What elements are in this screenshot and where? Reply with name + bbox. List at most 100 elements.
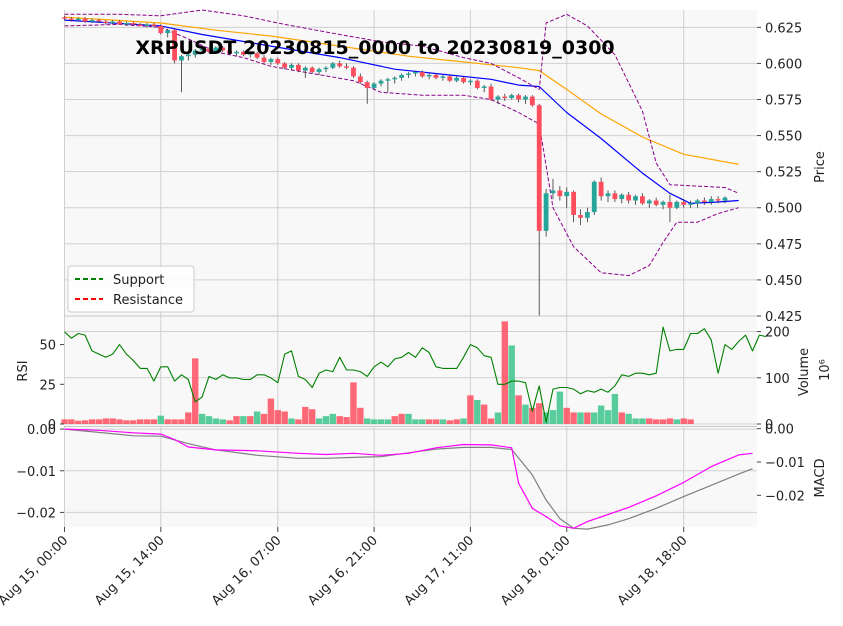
time-tick-label: Aug 17, 11:00: [402, 533, 478, 609]
candle-body: [412, 72, 418, 74]
candle-body: [213, 47, 219, 52]
volume-bar: [625, 413, 632, 424]
candle-body: [378, 80, 384, 84]
volume-bar: [494, 412, 502, 424]
volume-bar: [646, 418, 653, 424]
volume-bar: [329, 413, 337, 424]
candle-body: [296, 64, 301, 71]
volume-bar: [205, 416, 213, 424]
volume-panel: [61, 321, 694, 424]
time-tick-label: Aug 18, 18:00: [615, 533, 691, 609]
volume-bar: [178, 419, 185, 424]
macd-right-tick-label: −0.01: [765, 456, 805, 471]
volume-bar: [480, 404, 488, 424]
volume-bar: [529, 407, 536, 424]
candle-body: [371, 83, 377, 88]
volume-bar: [419, 419, 426, 424]
price-tick-label: 0.625: [765, 21, 802, 36]
volume-bar: [597, 405, 605, 424]
rsi-tick-label: 50: [39, 339, 56, 354]
volume-bar: [130, 420, 137, 424]
fast-moving-average-line: [64, 19, 739, 204]
volume-bar: [68, 419, 75, 424]
candle-body: [144, 24, 150, 26]
candle-body: [110, 21, 116, 23]
candle-body: [62, 17, 67, 19]
candle-body: [474, 80, 480, 88]
volume-bar: [61, 419, 68, 424]
legend-box: [67, 265, 195, 313]
volume-bar: [136, 419, 144, 424]
volume-bar: [515, 395, 522, 424]
volume-bar: [687, 419, 694, 424]
volume-bar: [295, 419, 302, 424]
volume-tick-label: 0: [765, 418, 773, 433]
candle-body: [550, 190, 556, 194]
candle-body: [495, 96, 501, 100]
volume-bar: [412, 419, 419, 424]
volume-bar: [247, 416, 254, 424]
candle-body: [75, 18, 81, 21]
volume-bar: [102, 418, 109, 424]
candle-body: [254, 53, 260, 58]
candle-body: [571, 191, 577, 215]
candle-body: [584, 212, 590, 218]
candle-body: [275, 59, 281, 64]
rsi-line: [64, 326, 767, 423]
candle-body: [158, 25, 164, 34]
candle-body: [626, 194, 632, 201]
candle-body: [461, 77, 466, 83]
candle-body: [117, 21, 122, 25]
volume-bar: [680, 418, 687, 424]
candle-body: [206, 48, 212, 52]
price-tick-label: 0.525: [765, 166, 802, 181]
price-tick-label: 0.450: [765, 274, 802, 289]
candle-body: [591, 181, 597, 213]
rsi-axis-title: RSI: [16, 360, 31, 381]
volume-bar: [556, 391, 564, 424]
volume-bar: [652, 419, 660, 424]
candle-body: [165, 30, 171, 34]
price-panel: [62, 9, 739, 316]
volume-bar: [192, 358, 199, 424]
legend: Support Resistance: [67, 265, 195, 313]
candle-body: [282, 63, 288, 68]
candle-body: [543, 193, 549, 231]
volume-bar: [405, 413, 412, 424]
candle-body: [688, 203, 693, 205]
candle-body: [529, 96, 535, 106]
candle-body: [96, 20, 102, 22]
volume-bar: [377, 419, 385, 424]
macd-right-tick-label: 0.00: [765, 423, 794, 438]
candle-body: [468, 80, 473, 83]
volume-bar: [343, 417, 350, 424]
candle-body: [440, 76, 446, 78]
volume-bar: [143, 419, 151, 424]
candle-body: [564, 191, 570, 197]
volume-bar: [460, 418, 467, 424]
legend-resistance-label: Resistance: [113, 293, 183, 308]
macd-left-tick-label: −0.01: [16, 465, 56, 480]
volume-bar: [157, 415, 165, 424]
candle-body: [715, 199, 721, 201]
candle-body: [557, 190, 563, 197]
price-tick-label: 0.475: [765, 238, 802, 253]
price-axis-title: Price: [813, 151, 828, 183]
rsi-tick-label: 0: [48, 418, 56, 433]
volume-bar: [364, 418, 371, 424]
volume-bar: [267, 398, 275, 424]
time-tick-label: Aug 15, 00:00: [0, 533, 71, 609]
macd-axis-title: MACD: [813, 459, 828, 498]
candle-body: [103, 21, 109, 23]
candle-body: [695, 200, 700, 204]
time-tick-label: Aug 15, 14:00: [92, 533, 168, 609]
volume-tick-label: 200: [765, 326, 790, 341]
volume-bar: [233, 416, 240, 424]
candle-body: [68, 18, 74, 21]
candle-body: [701, 200, 707, 202]
candle-body: [660, 201, 666, 205]
volume-bar: [350, 382, 357, 424]
volume-bar: [116, 419, 123, 424]
volume-bar: [577, 412, 584, 424]
volume-bar: [109, 418, 116, 424]
